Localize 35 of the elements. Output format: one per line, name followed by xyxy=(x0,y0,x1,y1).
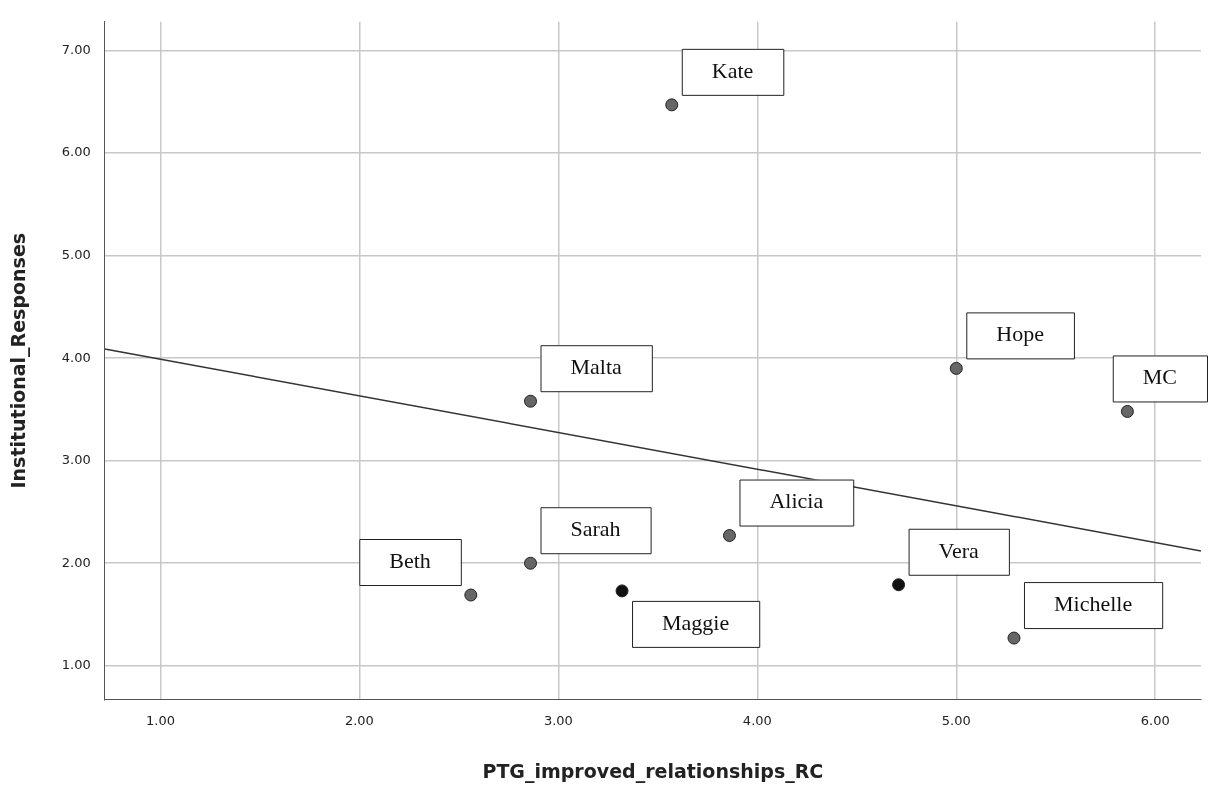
y-tick-label: 2.00 xyxy=(61,554,91,570)
annotation: Alicia xyxy=(769,488,824,514)
x-tick-label: 6.00 xyxy=(1140,712,1170,728)
annotation: Hope xyxy=(996,321,1044,347)
annotation: MC xyxy=(1142,364,1178,390)
point xyxy=(1007,631,1021,645)
point xyxy=(464,588,478,602)
annotation: Maggie xyxy=(662,609,730,635)
x-tick-label: 4.00 xyxy=(742,712,772,728)
point xyxy=(892,578,906,592)
x-tick-label: 5.00 xyxy=(941,712,971,728)
annotation: Sarah xyxy=(570,516,621,541)
x-tick-label: 1.00 xyxy=(145,712,175,728)
point xyxy=(615,584,629,598)
annotation: Kate xyxy=(711,57,754,83)
point xyxy=(722,529,736,543)
annotation: Michelle xyxy=(1053,590,1133,616)
x-axis-title: PTG_improved_relationships_RC xyxy=(482,759,824,783)
point xyxy=(524,394,538,408)
point xyxy=(524,556,538,570)
y-tick-label: 5.00 xyxy=(61,246,91,262)
y-tick-label: 6.00 xyxy=(61,144,91,160)
annotation: Beth xyxy=(389,547,431,573)
x-tick-label: 2.00 xyxy=(344,712,374,728)
point xyxy=(1120,404,1134,418)
y-tick-label: 1.00 xyxy=(61,657,91,673)
x-tick-label: 3.00 xyxy=(543,712,573,728)
y-tick-label: 4.00 xyxy=(61,349,91,365)
y-axis-title: Institutional_Responses xyxy=(7,232,31,489)
y-tick-label: 3.00 xyxy=(61,452,91,468)
y-tick-label: 7.00 xyxy=(61,41,91,57)
point xyxy=(665,98,679,112)
point xyxy=(949,361,963,375)
annotation: Vera xyxy=(938,537,980,563)
annotation: Malta xyxy=(570,353,623,379)
